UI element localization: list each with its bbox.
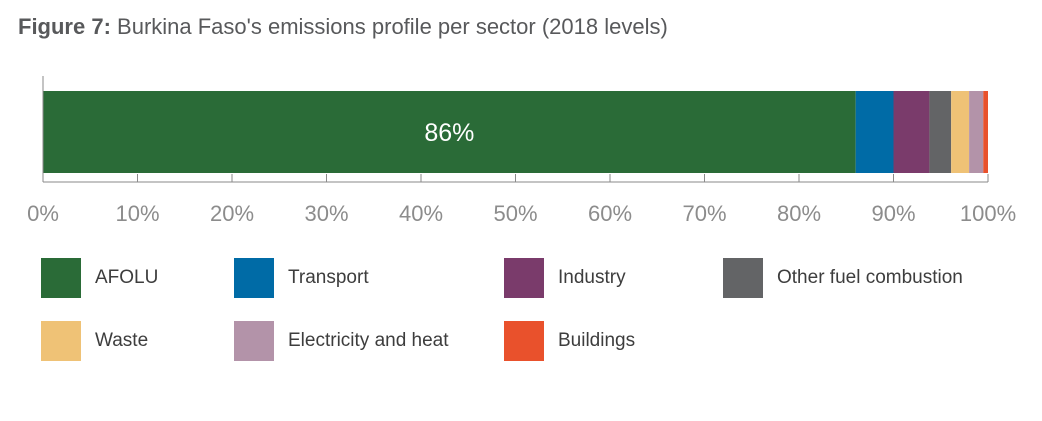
figure-number: Figure 7:	[18, 14, 111, 39]
x-tick-label: 50%	[493, 201, 537, 226]
legend-item: Industry	[504, 258, 626, 298]
legend-swatch	[723, 258, 763, 298]
legend-swatch	[504, 321, 544, 361]
legend-item: Other fuel combustion	[723, 258, 963, 298]
title-text: Burkina Faso's emissions profile per sec…	[117, 14, 668, 39]
legend-label: Transport	[288, 267, 369, 288]
bar-segment-other-fuel-combustion	[929, 91, 952, 173]
legend-label: AFOLU	[95, 267, 159, 288]
data-label: 86%	[424, 119, 474, 147]
chart-title: Figure 7: Burkina Faso's emissions profi…	[18, 14, 668, 40]
bar-segment-afolu	[43, 91, 856, 173]
x-tick-label: 10%	[115, 201, 159, 226]
x-tick-label: 90%	[871, 201, 915, 226]
legend-label: Industry	[558, 267, 626, 288]
legend-item: Transport	[234, 258, 369, 298]
bar-segment-buildings	[983, 91, 988, 173]
x-tick-label: 0%	[27, 201, 59, 226]
legend-item: Electricity and heat	[234, 321, 449, 361]
legend-label: Electricity and heat	[288, 330, 449, 351]
legend-item: Buildings	[504, 321, 635, 361]
x-tick-label: 70%	[682, 201, 726, 226]
legend-label: Other fuel combustion	[777, 267, 963, 288]
legend-swatch	[234, 258, 274, 298]
legend-swatch	[504, 258, 544, 298]
x-tick-label: 60%	[588, 201, 632, 226]
legend-label: Buildings	[558, 330, 636, 351]
legend-swatch	[41, 321, 81, 361]
x-tick-label: 80%	[777, 201, 821, 226]
legend-label: Waste	[95, 330, 149, 351]
x-tick-label: 40%	[399, 201, 443, 226]
x-tick-label: 20%	[210, 201, 254, 226]
bar-segment-waste	[951, 91, 970, 173]
legend-item: AFOLU	[41, 258, 158, 298]
x-tick-label: 30%	[304, 201, 348, 226]
bar-segment-industry	[893, 91, 930, 173]
legend-swatch	[41, 258, 81, 298]
legend-item: Waste	[41, 321, 148, 361]
bar-segment-transport	[855, 91, 894, 173]
legend-swatch	[234, 321, 274, 361]
bar-segment-electricity-and-heat	[969, 91, 984, 173]
x-tick-label: 100%	[960, 201, 1016, 226]
